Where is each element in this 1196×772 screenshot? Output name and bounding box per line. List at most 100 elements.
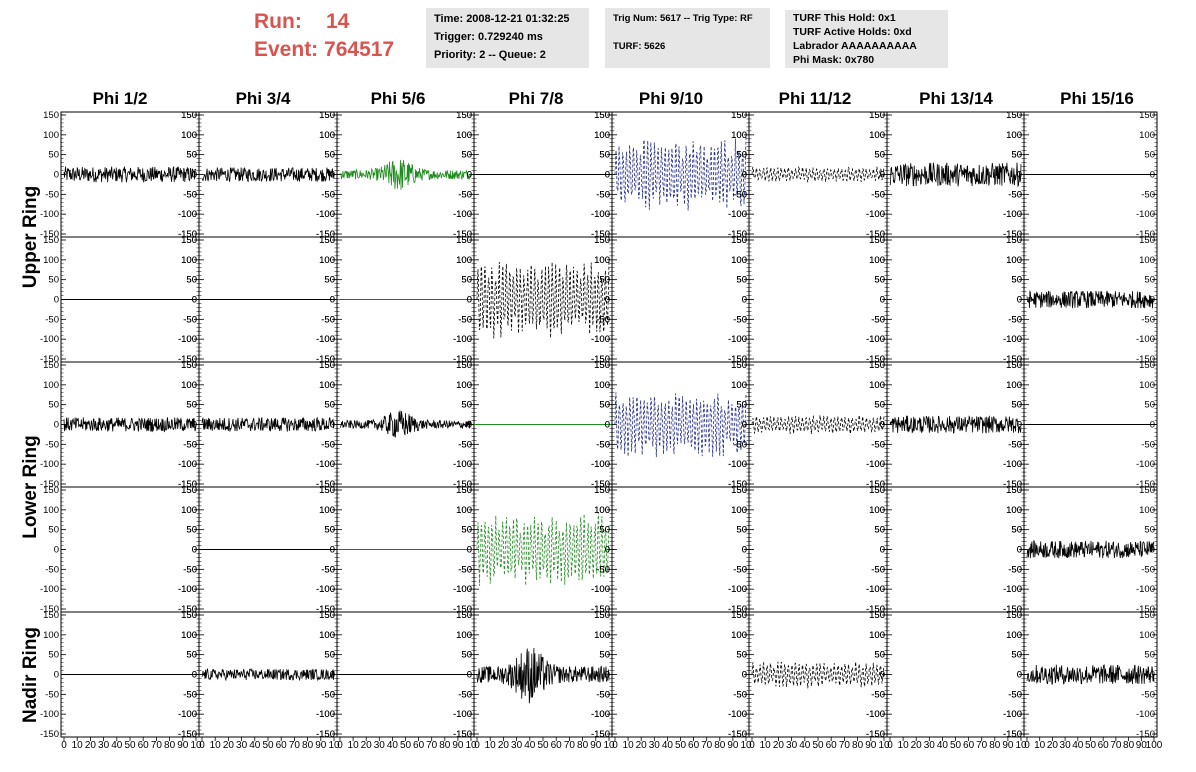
event-value: 764517: [324, 38, 395, 61]
y-tick-label: 100: [1006, 255, 1022, 266]
y-tick-label: 50: [48, 150, 59, 161]
y-tick-label: 0: [330, 670, 335, 681]
turf-active-text: TURF Active Holds: 0xd: [793, 26, 912, 38]
y-tick-label: -100: [453, 584, 472, 595]
y-tick-label: 100: [594, 630, 610, 641]
y-tick-label: 50: [186, 400, 197, 411]
y-tick-label: -150: [728, 729, 747, 740]
y-tick-label: -50: [733, 689, 747, 700]
y-tick-label: -50: [45, 564, 59, 575]
y-tick-label: 100: [1139, 255, 1155, 266]
y-tick-label: 0: [880, 670, 885, 681]
y-tick-label: 50: [461, 650, 472, 661]
y-tick-label: -100: [316, 209, 335, 220]
y-tick-label: -150: [453, 354, 472, 365]
run-label: Run:: [254, 10, 302, 33]
y-tick-label: -100: [316, 459, 335, 470]
y-tick-label: -50: [458, 439, 472, 450]
y-tick-label: -100: [1136, 459, 1155, 470]
y-tick-label: 0: [880, 420, 885, 431]
y-tick-label: -50: [458, 689, 472, 700]
y-tick-label: 150: [731, 360, 747, 371]
y-tick-label: -150: [1003, 479, 1022, 490]
y-tick-label: 100: [181, 630, 197, 641]
x-tick-label: 50: [537, 740, 549, 751]
y-tick-label: 150: [456, 235, 472, 246]
y-tick-label: 100: [456, 130, 472, 141]
y-tick-label: -150: [866, 229, 885, 240]
y-tick-label: 0: [192, 545, 197, 556]
y-tick-label: -100: [40, 209, 59, 220]
y-tick-label: -150: [866, 479, 885, 490]
y-tick-label: -150: [178, 229, 197, 240]
y-tick-label: -50: [871, 314, 885, 325]
y-tick-label: -50: [871, 314, 885, 325]
x-tick-label: 40: [111, 740, 123, 751]
y-tick-label: 100: [43, 505, 59, 516]
x-tick-label: 20: [911, 740, 923, 751]
y-tick-label: 0: [605, 170, 610, 181]
y-tick-label: -50: [45, 314, 59, 325]
y-tick-label: 50: [599, 400, 610, 411]
y-tick-label: -150: [316, 229, 335, 240]
x-tick-label: 80: [302, 740, 314, 751]
x-tick-label: 20: [361, 740, 373, 751]
y-tick-label: 150: [43, 610, 59, 621]
y-tick-label: 150: [1139, 110, 1155, 121]
x-tick-label: 0: [61, 740, 67, 751]
waveform-trace: [339, 410, 472, 438]
x-tick-label: 40: [799, 740, 811, 751]
y-tick-label: -100: [1003, 459, 1022, 470]
y-tick-label: 0: [742, 420, 747, 431]
y-tick-label: 100: [1139, 630, 1155, 641]
y-tick-label: 0: [467, 670, 472, 681]
y-tick-label: 0: [467, 170, 472, 181]
y-tick-label: 50: [461, 525, 472, 536]
time-info-box: Time: 2008-12-21 01:32:25 Trigger: 0.729…: [426, 8, 589, 68]
y-tick-label: -50: [596, 189, 610, 200]
y-tick-label: -100: [453, 209, 472, 220]
x-tick-label: 70: [976, 740, 988, 751]
y-tick-label: 150: [456, 485, 472, 496]
y-tick-label: -100: [178, 709, 197, 720]
x-tick-label: 50: [400, 740, 412, 751]
waveform-trace: [1026, 664, 1155, 685]
y-tick-label: -100: [591, 334, 610, 345]
x-tick-label: 90: [865, 740, 877, 751]
ring-label: Nadir Ring: [20, 627, 41, 723]
y-tick-label: -50: [458, 189, 472, 200]
y-tick-label: -50: [733, 189, 747, 200]
y-tick-label: 0: [880, 170, 885, 181]
y-tick-label: -150: [316, 354, 335, 365]
y-tick-label: -150: [591, 354, 610, 365]
y-tick-label: -50: [1141, 314, 1155, 325]
y-tick-label: 150: [594, 610, 610, 621]
y-tick-label: 100: [731, 255, 747, 266]
y-tick-label: 50: [1011, 400, 1022, 411]
y-tick-label: 100: [456, 255, 472, 266]
y-tick-label: 100: [869, 630, 885, 641]
waveform-trace: [751, 165, 885, 183]
y-tick-label: 0: [1017, 670, 1022, 681]
y-tick-label: -150: [453, 479, 472, 490]
y-tick-label: 0: [605, 545, 610, 556]
y-tick-label: -100: [866, 209, 885, 220]
y-tick-label: -150: [728, 354, 747, 365]
x-tick-label: 10: [190, 740, 202, 751]
y-tick-label: -100: [453, 334, 472, 345]
y-tick-label: 50: [186, 525, 197, 536]
y-tick-label: -150: [316, 604, 335, 615]
waveform-trace: [1026, 540, 1155, 559]
y-tick-label: 100: [731, 255, 747, 266]
y-tick-label: 50: [1011, 150, 1022, 161]
y-tick-label: 50: [461, 650, 472, 661]
waveform-trace: [63, 417, 197, 433]
y-tick-label: -50: [321, 314, 335, 325]
y-tick-label: -50: [871, 689, 885, 700]
y-tick-label: -50: [1008, 314, 1022, 325]
y-tick-label: -100: [591, 459, 610, 470]
x-tick-label: 90: [1002, 740, 1014, 751]
x-tick-label: 70: [1110, 740, 1122, 751]
y-tick-label: -50: [321, 189, 335, 200]
y-tick-label: -50: [458, 564, 472, 575]
